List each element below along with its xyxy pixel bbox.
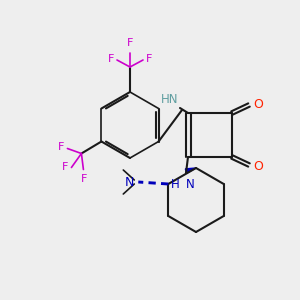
Polygon shape (185, 168, 196, 173)
Text: F: F (127, 38, 133, 48)
Text: F: F (58, 142, 64, 152)
Text: F: F (146, 54, 152, 64)
Text: H: H (171, 178, 180, 191)
Text: N: N (125, 176, 134, 188)
Text: F: F (108, 54, 114, 64)
Text: HN: HN (160, 93, 178, 106)
Text: F: F (81, 173, 88, 184)
Text: F: F (62, 163, 68, 172)
Text: O: O (253, 98, 263, 110)
Text: O: O (253, 160, 263, 172)
Text: N: N (186, 178, 195, 191)
